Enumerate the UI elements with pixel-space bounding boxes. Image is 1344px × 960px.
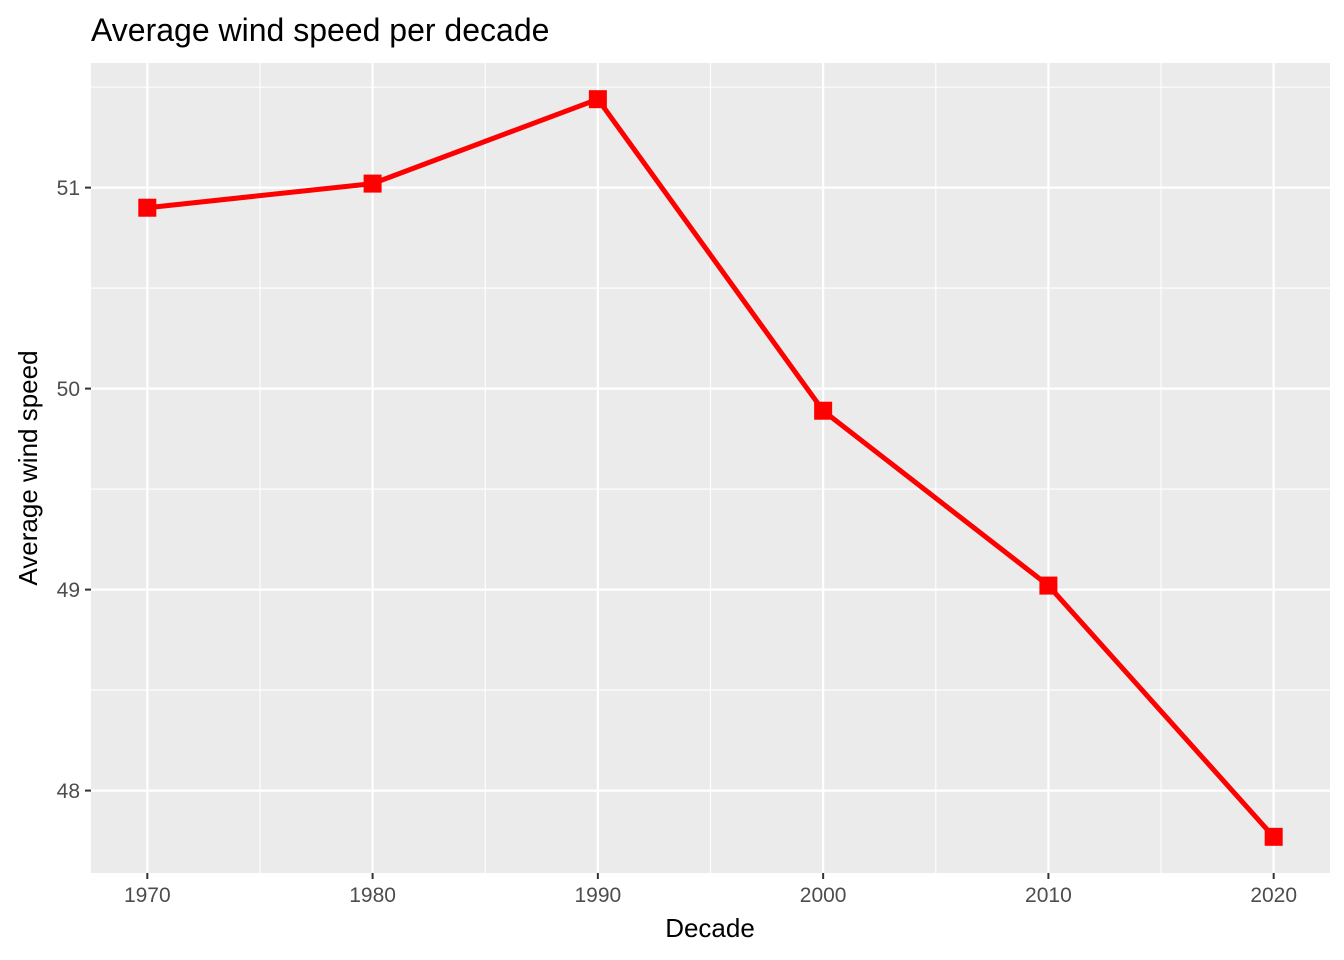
series-layer [138,90,1283,846]
data-point-marker [138,198,157,217]
chart-title: Average wind speed per decade [91,12,549,48]
y-tick-label: 48 [57,780,80,803]
y-tick-label: 50 [57,378,80,401]
y-tick-label: 51 [57,177,80,200]
x-tick-label: 1980 [349,884,396,907]
x-tick-label: 2000 [800,884,847,907]
x-axis-title: Decade [665,913,755,943]
x-tick-label: 2020 [1250,884,1297,907]
minor-gridlines [91,63,1330,873]
major-gridlines [91,63,1330,873]
data-point-marker [1264,827,1283,846]
x-axis: 1970 1980 1990 2000 2010 2020 [124,873,1297,907]
y-axis-title: Average wind speed [13,350,43,585]
data-point-marker [363,174,382,193]
x-tick-label: 1970 [124,884,171,907]
data-point-marker [1039,576,1058,595]
data-point-marker [814,401,833,420]
y-axis: 48 49 50 51 [57,177,91,803]
series-line [147,96,1276,839]
x-tick-label: 2010 [1025,884,1072,907]
y-tick-label: 49 [57,579,80,602]
data-point-marker [588,90,607,109]
x-tick-label: 1990 [575,884,622,907]
